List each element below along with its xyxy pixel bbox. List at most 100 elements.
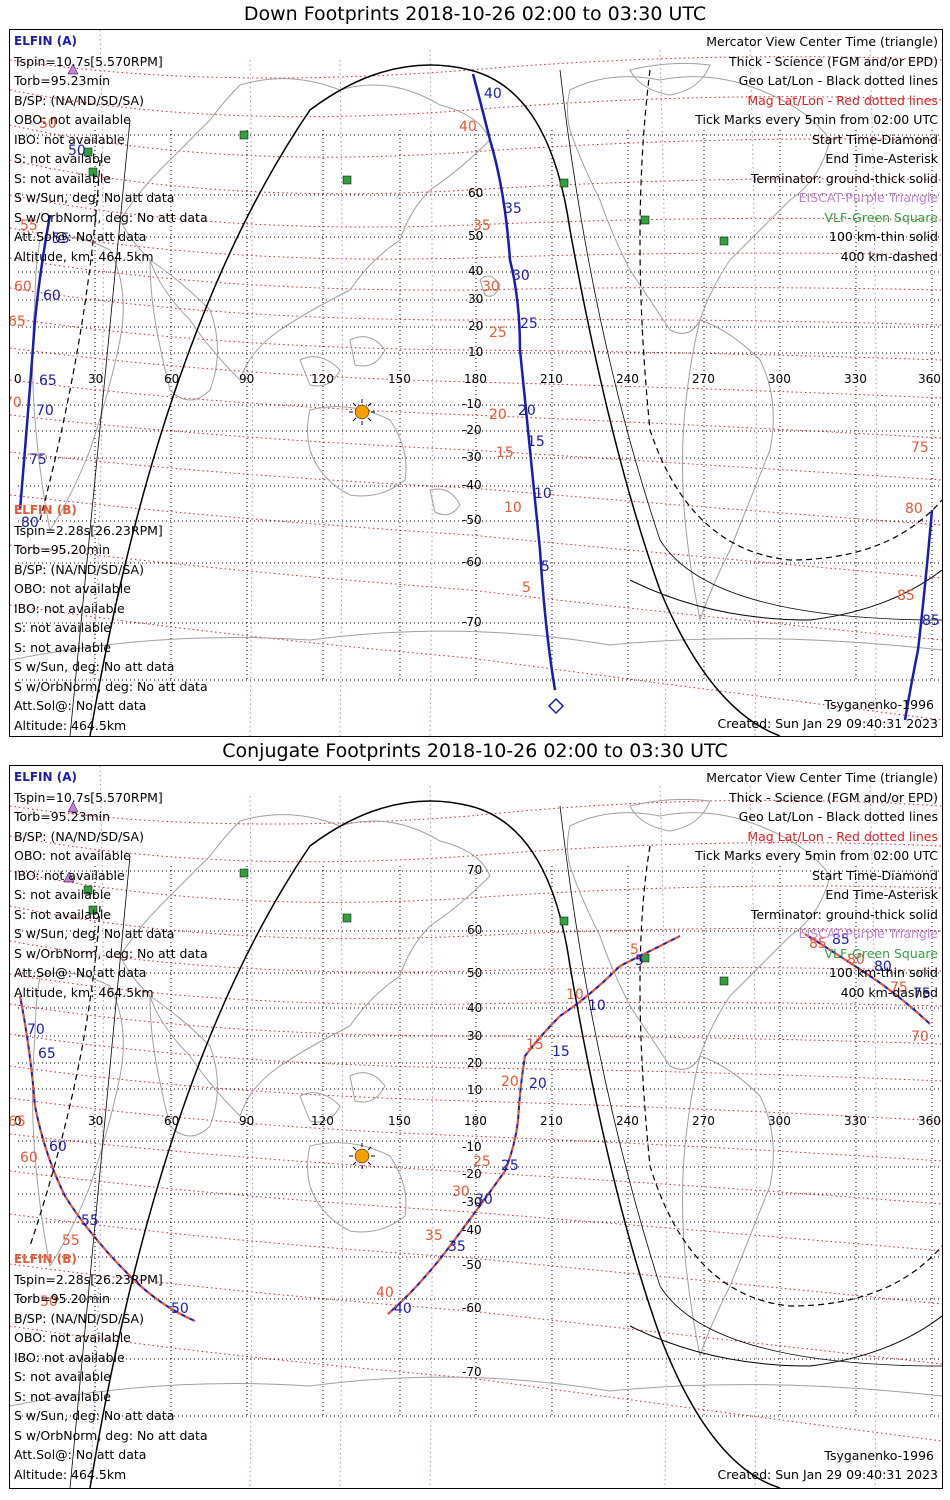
track-a-tick: 30 xyxy=(475,1192,493,1208)
lon-tick-labels: 0 30 60 90 120 150 180 210 240 270 300 3… xyxy=(14,372,941,386)
lon-tick: 360 xyxy=(918,1114,941,1128)
legend: Mercator View Center Time (triangle) Thi… xyxy=(695,32,938,266)
footprint-rings xyxy=(29,805,942,1488)
orbnorm-angle: S w/OrbNorm, deg: No att data xyxy=(14,1427,208,1443)
orbnorm-angle: S w/OrbNorm, deg: No att data xyxy=(14,209,208,225)
track-b-tick: 75 xyxy=(890,980,908,996)
mag-lat-grid xyxy=(10,799,942,1442)
track-b-tick: 35 xyxy=(425,1228,443,1244)
legend-item: VLF-Green Square xyxy=(824,209,938,225)
bsp: B/SP: (NA/ND/SD/SA) xyxy=(14,92,144,108)
track-b-tick: 40 xyxy=(376,1285,394,1301)
lon-tick: 120 xyxy=(311,1114,334,1128)
legend-item: Geo Lat/Lon - Black dotted lines xyxy=(738,73,938,88)
ibo: IBO: not available xyxy=(14,1349,125,1365)
lon-tick: 60 xyxy=(164,1114,179,1128)
lon-tick: 300 xyxy=(768,372,791,386)
tspin: Tspin=10.7s[5.570RPM] xyxy=(14,789,163,805)
elfin-a-track xyxy=(18,73,934,721)
map-panel-conjugate: 0 30 60 90 120 150 180 210 240 270 300 3… xyxy=(9,765,943,1489)
track-a-tick: 65 xyxy=(39,373,57,389)
lat-tick: -70 xyxy=(462,615,482,629)
track-a-tick: 60 xyxy=(49,1139,67,1155)
track-a-tick: 30 xyxy=(512,268,530,284)
legend-item: EISCAT-Purple Triangle xyxy=(798,926,938,941)
lat-tick: -60 xyxy=(462,555,482,569)
lon-tick: 180 xyxy=(464,372,487,386)
lat-tick: -20 xyxy=(462,423,482,437)
elfin-b-info: ELFIN (B) Tspin=2.28s[26.23RPM] Torb=95.… xyxy=(14,501,208,735)
tspin: Tspin=10.7s[5.570RPM] xyxy=(14,53,163,69)
legend-item: Terminator: ground-thick solid xyxy=(750,906,938,922)
lon-tick: 360 xyxy=(918,372,941,386)
lon-tick: 210 xyxy=(540,372,563,386)
vlf-stations xyxy=(83,130,729,246)
lat-tick: -30 xyxy=(462,1195,482,1209)
lat-tick: -40 xyxy=(462,478,482,492)
legend-item: Thick - Science (FGM and/or EPD) xyxy=(729,789,938,805)
tspin: Tspin=2.28s[26.23RPM] xyxy=(14,522,163,538)
track-a-tick: 5 xyxy=(541,559,550,575)
lon-tick: 240 xyxy=(616,1114,639,1128)
track-b-tick-labels: 40 35 30 25 20 15 10 5 50 55 60 65 70 75… xyxy=(10,116,929,604)
track-b-tick: 30 xyxy=(482,279,500,295)
elfin-b-track xyxy=(19,933,931,1322)
legend-item: EISCAT-Purple Triangle xyxy=(798,190,938,205)
created-timestamp: Created: Sun Jan 29 09:40:31 2023 xyxy=(717,1467,938,1482)
track-b-tick: 55 xyxy=(62,1233,80,1249)
eiscat-triangle xyxy=(63,871,75,883)
legend-item: Thick - Science (FGM and/or EPD) xyxy=(729,53,938,69)
altitude: Altitude, km: 464.5km xyxy=(14,984,154,1000)
lat-tick: 50 xyxy=(467,966,482,980)
orbnorm-angle: S w/OrbNorm, deg: No att data xyxy=(14,678,208,694)
track-a-tick: 25 xyxy=(501,1158,519,1174)
track-a-tick: 75 xyxy=(913,986,931,1002)
altitude: Altitude: 464.5km xyxy=(14,1466,127,1482)
lon-tick: 300 xyxy=(768,1114,791,1128)
lat-tick: 10 xyxy=(468,345,483,359)
lat-tick: 20 xyxy=(467,1056,482,1070)
track-a-tick: 70 xyxy=(27,1022,45,1038)
sun-angle: S w/Sun, deg: No att data xyxy=(14,1408,175,1423)
lat-tick: 40 xyxy=(468,264,483,278)
track-a-tick: 80 xyxy=(874,959,892,975)
vlf-stations xyxy=(83,868,729,986)
lat-tick-labels: 70 60 50 40 30 20 10 -10 -20 -30 -40 -50… xyxy=(462,863,482,1379)
lat-tick: -10 xyxy=(462,397,482,411)
track-a-tick: 5 xyxy=(635,953,644,969)
tspin: Tspin=2.28s[26.23RPM] xyxy=(14,1271,163,1287)
ibo: IBO: not available xyxy=(14,867,125,883)
ibo: IBO: not available xyxy=(14,131,125,147)
track-a-tick: 85 xyxy=(922,613,940,629)
lat-tick-labels: 60 50 40 30 20 10 -10 -20 -30 -40 -50 -6… xyxy=(462,186,483,629)
elfin-b-label: ELFIN (B) xyxy=(14,503,77,517)
track-a-tick: 60 xyxy=(43,288,61,304)
lon-tick: 120 xyxy=(311,372,334,386)
track-a-tick: 50 xyxy=(68,143,86,159)
lon-tick: 210 xyxy=(540,1114,563,1128)
obo: OBO: not available xyxy=(14,848,131,863)
sun-icon xyxy=(349,1143,375,1169)
track-b-tick: 60 xyxy=(14,279,32,295)
lat-tick: 20 xyxy=(468,319,483,333)
track-b-tick: 5 xyxy=(630,942,639,958)
legend-item: Tick Marks every 5min from 02:00 UTC xyxy=(695,848,938,863)
att-sol: Att.Sol@: No att data xyxy=(14,229,147,244)
legend-item: End Time-Asterisk xyxy=(825,151,938,166)
lon-tick: 0 xyxy=(14,372,22,386)
track-b-tick: 80 xyxy=(905,501,923,517)
track-b-tick: 65 xyxy=(10,1114,26,1130)
lat-tick: 30 xyxy=(468,292,483,306)
torb: Torb=95.23min xyxy=(14,809,111,824)
eiscat-triangle xyxy=(67,801,79,813)
legend-item: 100 km-thin solid xyxy=(829,965,938,980)
lat-tick: -50 xyxy=(462,513,482,527)
track-b-tick: 75 xyxy=(911,440,929,456)
lon-tick-labels: 0 30 60 90 120 150 180 210 240 270 300 3… xyxy=(14,1114,941,1128)
track-a-tick: 40 xyxy=(484,86,502,102)
lon-tick: 180 xyxy=(464,1114,487,1128)
track-b-tick: 20 xyxy=(489,407,507,423)
panel-title-down: Down Footprints 2018-10-26 02:00 to 03:3… xyxy=(243,3,707,25)
obo: OBO: not available xyxy=(14,1330,131,1345)
legend-item: Terminator: ground-thick solid xyxy=(750,170,938,186)
